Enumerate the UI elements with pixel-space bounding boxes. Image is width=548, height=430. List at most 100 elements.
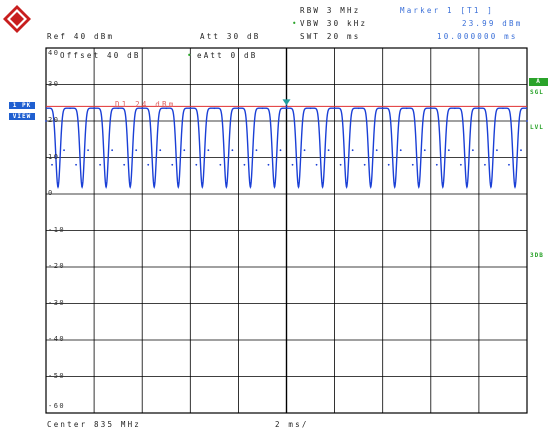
trace-point — [508, 163, 510, 166]
trace-point — [279, 149, 282, 152]
trace-point — [502, 107, 504, 110]
trace-point — [520, 149, 522, 152]
trace-point — [57, 185, 59, 188]
trace-point — [291, 163, 294, 166]
trace-point — [297, 185, 300, 188]
trace-point — [411, 163, 414, 166]
ref-level-label: Ref 40 dBm — [47, 32, 115, 41]
marker-level: 23.99 dBm — [462, 19, 523, 28]
trace-point — [490, 185, 492, 188]
trace-point — [135, 149, 138, 152]
offset-label: Offset 40 dB — [60, 51, 141, 60]
3db-label: 3DB — [530, 252, 544, 259]
trace-point — [478, 107, 480, 110]
trace-point — [351, 149, 354, 152]
trace-point — [45, 120, 47, 122]
trace-point — [249, 185, 252, 188]
trace-group-badge[interactable]: 1 PK — [9, 102, 35, 109]
trace-point — [201, 185, 204, 188]
trace-point — [225, 185, 228, 188]
trace-point — [141, 107, 144, 110]
trace-point — [171, 163, 174, 166]
marker-1-icon — [282, 99, 291, 106]
trace-point — [261, 107, 264, 110]
sgl-label: SGL — [530, 89, 544, 96]
trace-point — [237, 107, 240, 110]
y-tick-label: 20 — [48, 116, 60, 124]
trace-point — [514, 185, 516, 188]
trace-point — [381, 107, 384, 110]
trace-point — [165, 107, 168, 110]
marker-title: Marker 1 [T1 ] — [400, 6, 495, 15]
center-frequency-label: Center 835 MHz — [47, 420, 142, 429]
rbw-label: RBW 3 MHz — [300, 6, 361, 15]
y-tick-label: -20 — [48, 262, 66, 270]
trace-point — [423, 149, 426, 152]
trace-point — [231, 149, 234, 152]
trace-point — [435, 163, 438, 166]
trace-point — [453, 107, 456, 110]
trace-point — [387, 163, 390, 166]
trace-point — [441, 185, 444, 188]
trace-point — [369, 185, 372, 188]
trace-point — [153, 185, 156, 188]
trace-point — [195, 163, 198, 166]
trace-point — [309, 107, 312, 110]
trace-point — [63, 149, 65, 152]
trace-point — [183, 149, 186, 152]
trace-point — [99, 163, 102, 166]
trace-point — [357, 107, 360, 110]
y-tick-label: -50 — [48, 371, 66, 380]
trace-point — [255, 149, 258, 152]
trace-point — [207, 149, 210, 152]
trace-point — [123, 163, 126, 166]
sweep-div-label: 2 ms/ — [275, 420, 309, 429]
eatt-label: eAtt 0 dB — [197, 51, 258, 60]
y-tick-label: -30 — [48, 298, 66, 307]
trace-point — [333, 107, 336, 110]
trace-point — [345, 185, 348, 188]
trace — [45, 105, 528, 190]
trace-point — [177, 185, 180, 188]
trace-view-badge[interactable]: VIEW — [9, 113, 35, 120]
trace-point — [111, 149, 114, 152]
trace-point — [327, 149, 330, 152]
trace-point — [69, 107, 71, 110]
trace-point — [303, 149, 306, 152]
trace-point — [93, 107, 95, 110]
trace-point — [189, 107, 192, 110]
trace-point — [315, 163, 318, 166]
swt-label: SWT 20 ms — [300, 32, 361, 41]
trace-point — [117, 107, 120, 110]
y-tick-label: 30 — [48, 79, 60, 88]
y-tick-label: 0 — [48, 189, 54, 197]
trace-point — [219, 163, 222, 166]
trace-point — [393, 185, 396, 188]
trace-point — [496, 149, 498, 152]
trace-point — [273, 185, 276, 188]
trace-point — [321, 185, 324, 188]
vbw-label: VBW 30 kHz — [300, 19, 368, 28]
trace-point — [526, 120, 528, 122]
eatt-marker: • — [187, 51, 194, 60]
trace-point — [285, 105, 288, 108]
trace-point — [339, 163, 342, 166]
trace-point — [417, 185, 420, 188]
trace-point — [405, 107, 408, 110]
trace-point — [81, 185, 83, 188]
trace-point — [75, 163, 77, 166]
y-tick-label: 40 — [48, 49, 60, 57]
trace-point — [465, 185, 468, 188]
trace-point — [147, 163, 150, 166]
trace-point — [243, 163, 246, 166]
y-tick-label: -60 — [48, 402, 66, 410]
trace-point — [471, 149, 474, 152]
trace-point — [87, 149, 89, 152]
trace-point — [375, 149, 378, 152]
attenuation-label: Att 30 dB — [200, 32, 261, 41]
trace-a-badge[interactable]: A — [529, 78, 548, 86]
trace-point — [213, 107, 216, 110]
trace-point — [51, 163, 53, 166]
display-line-label: D1 24 dBm — [115, 100, 176, 109]
y-tick-label: -10 — [48, 225, 66, 234]
